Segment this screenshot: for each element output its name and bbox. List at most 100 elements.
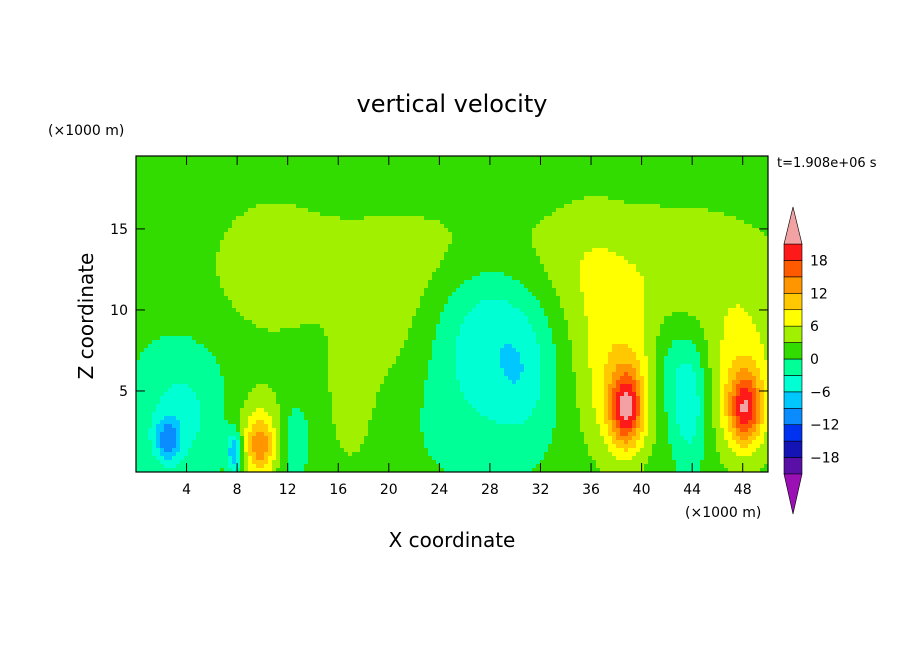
contour-cell bbox=[216, 172, 220, 176]
contour-cell bbox=[212, 220, 216, 224]
contour-cell bbox=[516, 236, 520, 240]
contour-cell bbox=[724, 236, 728, 240]
contour-cell bbox=[312, 280, 316, 284]
contour-cell bbox=[252, 252, 256, 256]
contour-cell bbox=[452, 160, 456, 164]
contour-cell bbox=[180, 196, 184, 200]
contour-cell bbox=[708, 260, 712, 264]
contour-cell bbox=[752, 268, 756, 272]
contour-cell bbox=[164, 220, 168, 224]
contour-cell bbox=[456, 168, 460, 172]
contour-cell bbox=[468, 200, 472, 204]
contour-cell bbox=[496, 208, 500, 212]
contour-cell bbox=[280, 168, 284, 172]
contour-cell bbox=[640, 228, 644, 232]
contour-cell bbox=[528, 232, 532, 236]
contour-cell bbox=[624, 192, 628, 196]
contour-cell bbox=[320, 180, 324, 184]
contour-cell bbox=[224, 176, 228, 180]
contour-cell bbox=[300, 248, 304, 252]
contour-cell bbox=[500, 156, 504, 160]
contour-cell bbox=[188, 260, 192, 264]
contour-cell bbox=[584, 220, 588, 224]
contour-cell bbox=[712, 276, 716, 280]
contour-cell bbox=[352, 236, 356, 240]
contour-cell bbox=[204, 216, 208, 220]
contour-cell bbox=[136, 240, 140, 244]
contour-cell bbox=[268, 160, 272, 164]
contour-cell bbox=[652, 204, 656, 208]
contour-cell bbox=[232, 196, 236, 200]
contour-cell bbox=[740, 268, 744, 272]
contour-cell bbox=[580, 220, 584, 224]
contour-cell bbox=[640, 192, 644, 196]
contour-cell bbox=[632, 244, 636, 248]
contour-cell bbox=[328, 172, 332, 176]
contour-cell bbox=[208, 268, 212, 272]
contour-cell bbox=[136, 200, 140, 204]
contour-cell bbox=[232, 264, 236, 268]
contour-cell bbox=[388, 200, 392, 204]
contour-cell bbox=[276, 280, 280, 284]
contour-cell bbox=[660, 228, 664, 232]
contour-cell bbox=[516, 224, 520, 228]
contour-cell bbox=[672, 228, 676, 232]
contour-cell bbox=[204, 208, 208, 212]
contour-cell bbox=[384, 244, 388, 248]
contour-cell bbox=[152, 248, 156, 252]
contour-cell bbox=[344, 196, 348, 200]
contour-cell bbox=[492, 180, 496, 184]
contour-cell bbox=[516, 200, 520, 204]
contour-cell bbox=[624, 176, 628, 180]
contour-cell bbox=[708, 256, 712, 260]
contour-cell bbox=[356, 168, 360, 172]
contour-cell bbox=[700, 172, 704, 176]
contour-cell bbox=[156, 212, 160, 216]
contour-cell bbox=[212, 272, 216, 276]
contour-cell bbox=[400, 212, 404, 216]
contour-cell bbox=[344, 244, 348, 248]
contour-cell bbox=[696, 156, 700, 160]
contour-cell bbox=[352, 200, 356, 204]
contour-cell bbox=[300, 236, 304, 240]
contour-cell bbox=[576, 164, 580, 168]
contour-cell bbox=[172, 252, 176, 256]
contour-cell bbox=[676, 216, 680, 220]
contour-cell bbox=[736, 264, 740, 268]
contour-cell bbox=[756, 172, 760, 176]
contour-cell bbox=[724, 200, 728, 204]
contour-cell bbox=[364, 156, 368, 160]
contour-cell bbox=[568, 208, 572, 212]
contour-cell bbox=[520, 156, 524, 160]
contour-cell bbox=[220, 244, 224, 248]
contour-cell bbox=[188, 252, 192, 256]
contour-cell bbox=[644, 220, 648, 224]
contour-cell bbox=[504, 168, 508, 172]
contour-cell bbox=[664, 272, 668, 276]
contour-cell bbox=[424, 272, 428, 276]
contour-cell bbox=[204, 256, 208, 260]
contour-cell bbox=[712, 256, 716, 260]
contour-cell bbox=[264, 164, 268, 168]
contour-cell bbox=[540, 228, 544, 232]
contour-cell bbox=[704, 244, 708, 248]
contour-cell bbox=[612, 220, 616, 224]
contour-cell bbox=[668, 224, 672, 228]
contour-cell bbox=[436, 192, 440, 196]
contour-cell bbox=[580, 224, 584, 228]
contour-cell bbox=[172, 220, 176, 224]
contour-cell bbox=[376, 200, 380, 204]
contour-cell bbox=[348, 164, 352, 168]
contour-cell bbox=[244, 192, 248, 196]
contour-cell bbox=[564, 160, 568, 164]
contour-cell bbox=[264, 184, 268, 188]
contour-cell bbox=[576, 196, 580, 200]
contour-cell bbox=[312, 248, 316, 252]
contour-cell bbox=[312, 216, 316, 220]
contour-cell bbox=[468, 256, 472, 260]
contour-cell bbox=[192, 200, 196, 204]
contour-cell bbox=[660, 272, 664, 276]
contour-cell bbox=[200, 184, 204, 188]
contour-cell bbox=[692, 160, 696, 164]
contour-cell bbox=[700, 204, 704, 208]
